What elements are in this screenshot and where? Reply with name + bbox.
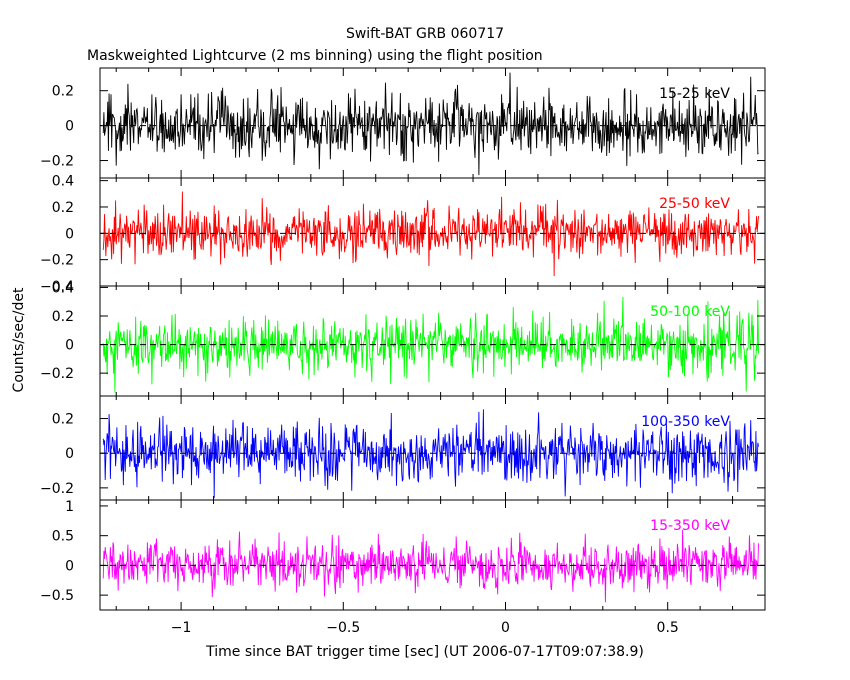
chart-title: Swift-BAT GRB 060717 bbox=[346, 26, 504, 42]
x-tick-label-1: −0.5 bbox=[326, 620, 360, 636]
legend-label-3: 50-100 keV bbox=[650, 304, 730, 320]
panel-2: −0.4 −0.2 0 0.2 0.4 25-50 keV bbox=[40, 174, 766, 295]
series-line-4 bbox=[102, 409, 759, 498]
legend-label-1: 15-25 keV bbox=[659, 86, 730, 102]
y-tick-label-3-2: 0.2 bbox=[52, 309, 74, 325]
y-tick-label-5-0: −0.5 bbox=[40, 588, 74, 604]
x-tick-label-0: −1 bbox=[171, 620, 192, 636]
x-axis-label: Time since BAT trigger time [sec] (UT 20… bbox=[205, 644, 644, 660]
panel-5: −0.5 0 0.5 1 15-350 keV bbox=[40, 499, 766, 611]
y-tick-label-2-1: −0.2 bbox=[40, 253, 74, 269]
y-tick-label-3-0: −0.2 bbox=[40, 366, 74, 382]
series-line-2 bbox=[102, 191, 759, 276]
x-tick-label-2: 0 bbox=[501, 620, 510, 636]
chart-subtitle: Maskweighted Lightcurve (2 ms binning) u… bbox=[87, 48, 543, 64]
y-tick-label-2-2: 0 bbox=[65, 226, 74, 242]
legend-label-5: 15-350 keV bbox=[650, 518, 730, 534]
series-line-3 bbox=[102, 296, 759, 393]
y-tick-label-5-2: 0.5 bbox=[52, 529, 74, 545]
y-tick-label-4-1: 0 bbox=[65, 446, 74, 462]
legend-label-2: 25-50 keV bbox=[659, 196, 730, 212]
y-tick-label-1-0: −0.2 bbox=[40, 154, 74, 170]
y-tick-label-4-0: −0.2 bbox=[40, 481, 74, 497]
y-tick-label-5-1: 0 bbox=[65, 558, 74, 574]
y-tick-label-1-2: 0.2 bbox=[52, 84, 74, 100]
panels-group: −0.2 0 0.2 15-25 keV −0.4 −0.2 0 0.2 0.4 25-50 ke… bbox=[40, 67, 766, 636]
x-tick-label-3: 0.5 bbox=[657, 620, 679, 636]
y-axis-label: Counts/sec/det bbox=[11, 287, 27, 392]
y-tick-label-2-4: 0.4 bbox=[52, 174, 74, 190]
y-tick-label-4-2: 0.2 bbox=[52, 412, 74, 428]
legend-label-4: 100-350 keV bbox=[641, 414, 730, 430]
y-tick-label-2-3: 0.2 bbox=[52, 200, 74, 216]
y-tick-label-5-3: 1 bbox=[65, 499, 74, 515]
panel-4: −0.2 0 0.2 100-350 keV bbox=[40, 395, 766, 501]
panel-1: −0.2 0 0.2 15-25 keV bbox=[40, 67, 766, 179]
y-tick-label-3-1: 0 bbox=[65, 338, 74, 354]
panel-3: −0.2 0 0.2 0.4 50-100 keV bbox=[40, 280, 766, 397]
series-line-5 bbox=[102, 529, 759, 603]
y-tick-label-2-0: −0.4 bbox=[40, 279, 74, 295]
panel-frame-5 bbox=[99, 499, 766, 611]
series-line-1 bbox=[102, 72, 759, 176]
y-tick-label-1-1: 0 bbox=[65, 119, 74, 135]
y-tick-label-3-3: 0.4 bbox=[52, 280, 74, 296]
